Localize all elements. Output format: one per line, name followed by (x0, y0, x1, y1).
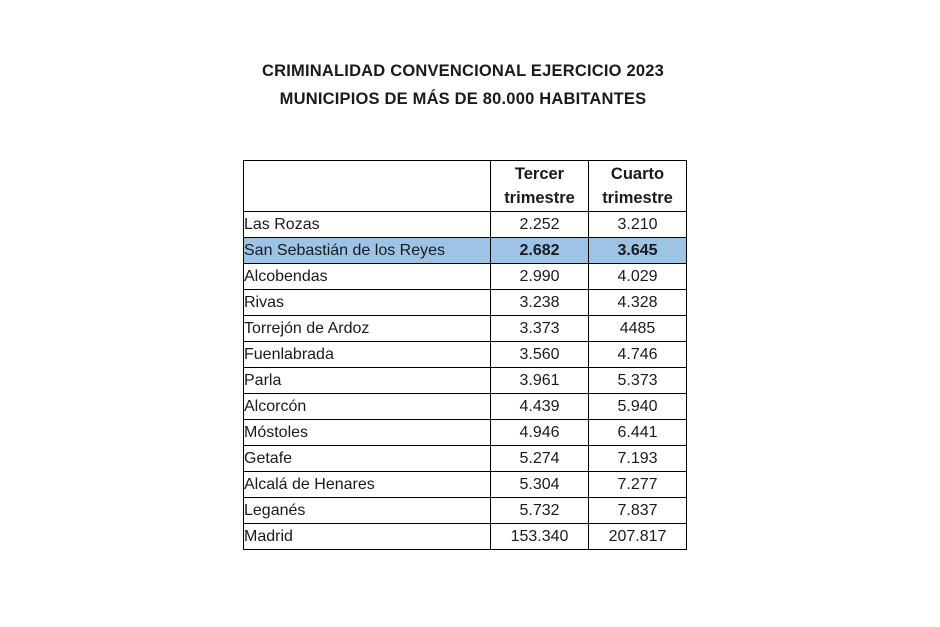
q4-value-cell: 5.373 (588, 367, 687, 394)
q3-value-cell: 5.304 (490, 471, 589, 498)
table-row: Fuenlabrada 3.560 4.746 (243, 341, 687, 368)
q3-value-cell: 153.340 (490, 523, 589, 550)
q4-value-cell: 3.210 (588, 211, 687, 238)
header-row: Tercer trimestre Cuarto trimestre (243, 160, 687, 212)
q4-value-cell: 7.277 (588, 471, 687, 498)
q3-value-cell: 5.274 (490, 445, 589, 472)
table-row-highlighted: San Sebastián de los Reyes 2.682 3.645 (243, 237, 687, 264)
q3-value-cell: 2.252 (490, 211, 589, 238)
municipality-cell: Torrejón de Ardoz (243, 315, 491, 342)
q4-header-line-2: trimestre (602, 189, 673, 207)
municipality-cell: Alcobendas (243, 263, 491, 290)
q3-value-cell: 3.373 (490, 315, 589, 342)
q3-value-cell: 3.238 (490, 289, 589, 316)
municipality-cell: Las Rozas (243, 211, 491, 238)
q4-value-cell: 207.817 (588, 523, 687, 550)
q3-value-cell: 3.961 (490, 367, 589, 394)
q4-value-cell: 7.193 (588, 445, 687, 472)
page-title: CRIMINALIDAD CONVENCIONAL EJERCICIO 2023… (243, 57, 683, 113)
crime-table: Tercer trimestre Cuarto trimestre Las Ro… (243, 160, 687, 550)
table-row: Parla 3.961 5.373 (243, 367, 687, 394)
q3-header-cell: Tercer trimestre (490, 160, 589, 212)
q3-value-cell: 4.439 (490, 393, 589, 420)
table-body: Las Rozas 2.252 3.210 San Sebastián de los … (243, 211, 687, 550)
municipality-cell: Alcalá de Henares (243, 471, 491, 498)
table-row: Torrejón de Ardoz 3.373 4485 (243, 315, 687, 342)
q4-header-cell: Cuarto trimestre (588, 160, 687, 212)
table-row: Alcobendas 2.990 4.029 (243, 263, 687, 290)
table-row: Las Rozas 2.252 3.210 (243, 211, 687, 238)
municipality-cell: Madrid (243, 523, 491, 550)
table-row: Leganés 5.732 7.837 (243, 497, 687, 524)
municipality-cell: Alcorcón (243, 393, 491, 420)
q3-value-cell: 2.682 (490, 237, 589, 264)
municipality-cell: Móstoles (243, 419, 491, 446)
q4-value-cell: 7.837 (588, 497, 687, 524)
q4-value-cell: 4.328 (588, 289, 687, 316)
q3-value-cell: 3.560 (490, 341, 589, 368)
content-block: CRIMINALIDAD CONVENCIONAL EJERCICIO 2023… (243, 57, 687, 550)
q4-value-cell: 4.746 (588, 341, 687, 368)
q4-value-cell: 5.940 (588, 393, 687, 420)
municipality-cell: Parla (243, 367, 491, 394)
q4-value-cell: 4.029 (588, 263, 687, 290)
table-row: Alcalá de Henares 5.304 7.277 (243, 471, 687, 498)
q4-value-cell: 6.441 (588, 419, 687, 446)
municipality-cell: Leganés (243, 497, 491, 524)
q3-value-cell: 2.990 (490, 263, 589, 290)
table-row: Móstoles 4.946 6.441 (243, 419, 687, 446)
table-row: Getafe 5.274 7.193 (243, 445, 687, 472)
municipality-header-cell (243, 160, 491, 212)
q3-header-line-1: Tercer (514, 165, 565, 183)
title-line-2: MUNICIPIOS DE MÁS DE 80.000 HABITANTES (279, 90, 647, 108)
q3-value-cell: 4.946 (490, 419, 589, 446)
municipality-cell: Fuenlabrada (243, 341, 491, 368)
title-line-1: CRIMINALIDAD CONVENCIONAL EJERCICIO 2023 (262, 62, 664, 80)
municipality-cell: San Sebastián de los Reyes (243, 237, 491, 264)
q4-value-cell: 4485 (588, 315, 687, 342)
q3-header-line-2: trimestre (504, 189, 575, 207)
municipality-cell: Rivas (243, 289, 491, 316)
table-row: Madrid 153.340 207.817 (243, 523, 687, 550)
q4-value-cell: 3.645 (588, 237, 687, 264)
q3-value-cell: 5.732 (490, 497, 589, 524)
municipality-cell: Getafe (243, 445, 491, 472)
table-row: Rivas 3.238 4.328 (243, 289, 687, 316)
q4-header-line-1: Cuarto (610, 165, 665, 183)
table-row: Alcorcón 4.439 5.940 (243, 393, 687, 420)
